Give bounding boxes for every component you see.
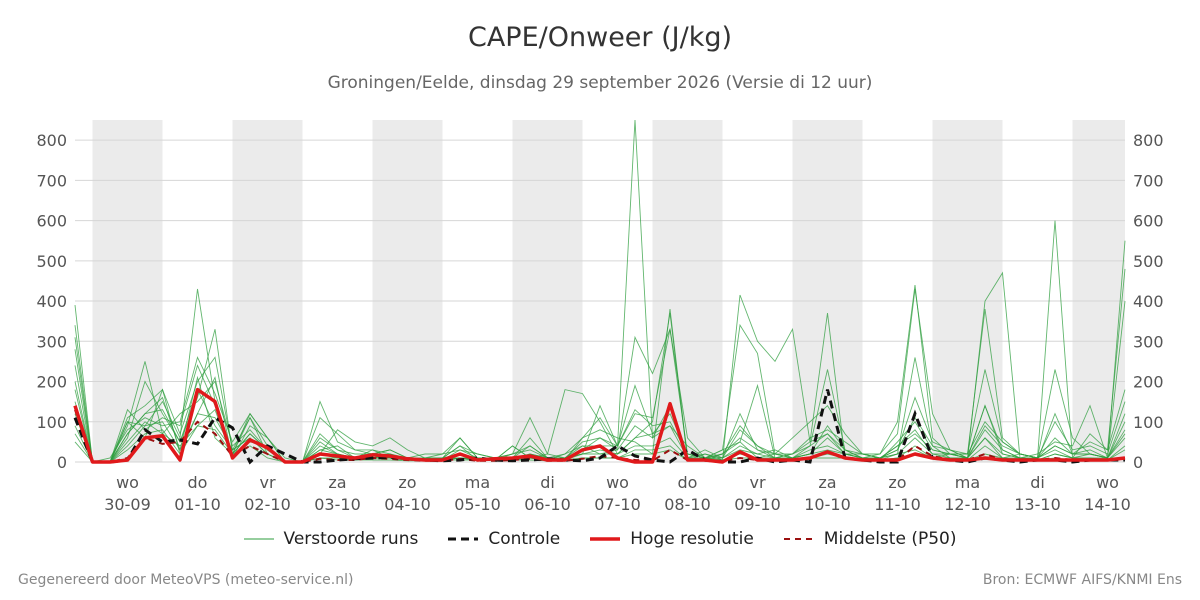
ensemble-member-line: [74, 361, 1126, 463]
gridlines: [75, 139, 1125, 463]
night-band: [792, 120, 863, 462]
x-tick-day: wo: [1096, 473, 1119, 492]
y-axis-right: 0 100 200 300 400 500 600 700 800: [1133, 131, 1164, 472]
legend-swatch-dashed-bold: [448, 537, 479, 541]
x-tick-date: 03-10: [314, 495, 361, 514]
x-tick-day: zo: [888, 473, 906, 492]
y-tick-label: 500: [1133, 252, 1164, 271]
y-tick-label: 100: [1133, 413, 1164, 432]
legend-item-median[interactable]: Middelste (P50): [783, 529, 957, 549]
x-tick-date: 06-10: [524, 495, 571, 514]
y-tick-label: 200: [36, 373, 67, 392]
x-tick-day: vr: [749, 473, 765, 492]
x-tick-day: di: [540, 473, 555, 492]
x-tick-date: 11-10: [874, 495, 921, 514]
legend-swatch-thin: [243, 538, 274, 540]
y-tick-label: 500: [36, 252, 67, 271]
legend-swatch-solid-bold: [590, 537, 621, 541]
x-tick-date: 12-10: [944, 495, 991, 514]
y-tick-label: 400: [1133, 292, 1164, 311]
footer-source: Bron: ECMWF AIFS/KNMI Ens: [982, 572, 1182, 588]
hires-line: [73, 387, 1126, 464]
x-tick-day: do: [188, 473, 208, 492]
x-tick-date: 30-09: [104, 495, 151, 514]
x-tick-date: 09-10: [734, 495, 781, 514]
legend-label: Verstoorde runs: [283, 529, 419, 549]
x-tick-day: wo: [606, 473, 629, 492]
night-band: [512, 120, 583, 462]
x-tick-date: 05-10: [454, 495, 501, 514]
night-band: [1072, 120, 1125, 462]
x-tick-date: 13-10: [1014, 495, 1061, 514]
night-band: [932, 120, 1003, 462]
x-tick-date: 01-10: [174, 495, 221, 514]
x-tick-day: wo: [116, 473, 139, 492]
y-tick-label: 700: [1133, 171, 1164, 190]
legend-item-perturbed[interactable]: Verstoorde runs: [243, 529, 419, 549]
legend-label: Hoge resolutie: [630, 529, 754, 549]
x-tick-date: 14-10: [1084, 495, 1131, 514]
y-tick-label: 800: [36, 131, 67, 150]
y-tick-label: 100: [36, 413, 67, 432]
x-tick-date: 07-10: [594, 495, 641, 514]
y-axis-left: 0 100 200 300 400 500 600 700 800: [36, 131, 67, 472]
main-lines: [73, 387, 1126, 465]
x-tick-date: 02-10: [244, 495, 291, 514]
night-band: [372, 120, 443, 462]
x-tick-day: zo: [398, 473, 416, 492]
x-tick-date: 10-10: [804, 495, 851, 514]
y-tick-label: 200: [1133, 373, 1164, 392]
night-bands: [92, 120, 1125, 462]
legend-item-control[interactable]: Controle: [448, 529, 560, 549]
chart-title: CAPE/Onweer (J/kg): [467, 22, 732, 53]
legend-item-hires[interactable]: Hoge resolutie: [590, 529, 754, 549]
night-band: [652, 120, 723, 462]
night-band: [92, 120, 163, 462]
y-tick-label: 700: [36, 171, 67, 190]
footer-generated-by: Gegenereerd door MeteoVPS (meteo-service…: [18, 572, 354, 588]
legend: Verstoorde runs Controle Hoge resolutie …: [0, 529, 1200, 549]
y-tick-label: 300: [1133, 332, 1164, 351]
y-tick-label: 800: [1133, 131, 1164, 150]
x-tick-day: za: [328, 473, 346, 492]
chart-subtitle: Groningen/Eelde, dinsdag 29 september 20…: [327, 73, 873, 93]
legend-label: Controle: [488, 529, 561, 549]
y-tick-label: 600: [1133, 212, 1164, 231]
y-tick-label: 0: [1133, 453, 1143, 472]
x-tick-day: ma: [955, 473, 980, 492]
x-tick-day: ma: [465, 473, 490, 492]
y-tick-label: 0: [57, 453, 67, 472]
y-tick-label: 300: [36, 332, 67, 351]
x-tick-date: 04-10: [384, 495, 431, 514]
x-tick-date: 08-10: [664, 495, 711, 514]
legend-swatch-dashed: [783, 538, 814, 540]
x-tick-day: vr: [259, 473, 275, 492]
x-tick-day: za: [818, 473, 836, 492]
y-tick-label: 600: [36, 212, 67, 231]
x-tick-day: di: [1030, 473, 1045, 492]
night-band: [232, 120, 303, 462]
legend-label: Middelste (P50): [823, 529, 957, 549]
y-tick-label: 400: [36, 292, 67, 311]
x-tick-day: do: [678, 473, 698, 492]
x-axis: wo 30-09 do 01-10 vr 02-10 za 03-10 zo 04-10 ma 05-…: [104, 473, 1131, 514]
